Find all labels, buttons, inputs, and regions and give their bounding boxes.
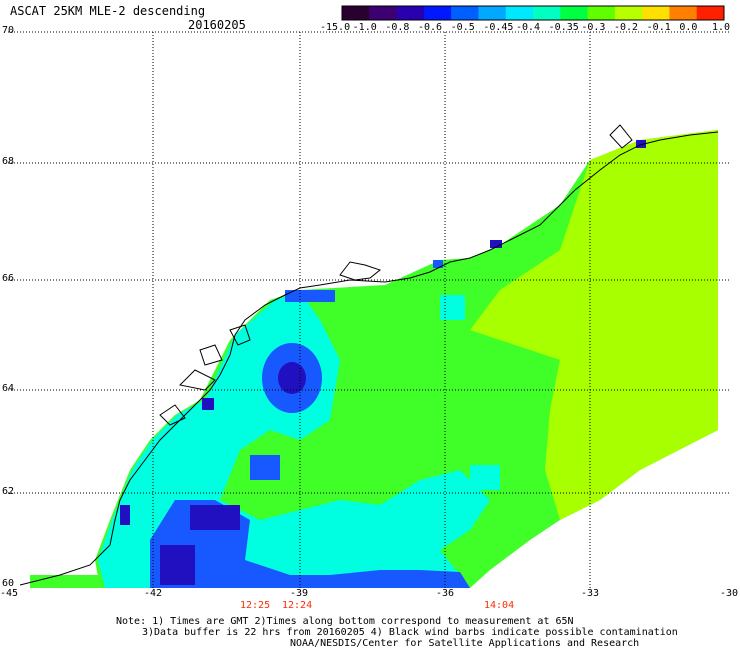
colorbar-label: -0.5 [450,22,475,33]
colorbar-label: 1.0 [712,22,731,33]
colorbar-label: -0.2 [614,22,639,33]
swath-blue-patch-3 [250,455,280,480]
lat-label: 66 [2,273,15,284]
swath-dark-patch-2 [160,545,195,585]
colorbar [341,5,725,21]
colorbar-swatch [669,6,698,20]
colorbar-swatch [451,6,479,20]
graticule [8,31,730,588]
lon-label: -45 [0,588,19,599]
colorbar-swatch [396,6,425,20]
time-label: 12:25 [240,600,271,611]
colorbar-swatch [478,6,507,20]
footer-note-2: 3)Data buffer is 22 hrs from 20160205 4)… [142,627,678,638]
colorbar-swatch [505,6,534,20]
lat-label: 70 [2,25,15,36]
map-title: ASCAT 25KM MLE-2 descending [10,4,206,18]
swath-dark-eddy [278,362,306,394]
time-label: 12:24 [282,600,313,611]
colorbar-border [341,5,725,21]
swath-dark-pixel-4 [120,505,130,525]
time-label: 14:04 [484,600,515,611]
swath-dark-pixel [202,398,214,410]
lon-label: -30 [720,588,739,599]
coastline-islands [159,124,633,426]
swath-cyan-patch-2 [470,465,500,490]
colorbar-swatch [369,6,398,20]
colorbar-label: -0.4 [516,22,541,33]
swath-lime [470,130,718,520]
lon-label: -39 [290,588,309,599]
colorbar-swatch [560,6,589,20]
swath-cyan-patch [440,295,465,320]
lon-label: -36 [436,588,455,599]
colorbar-swatch [642,6,670,20]
colorbar-label: 0.0 [679,22,698,33]
swath-layer [30,130,718,588]
colorbar-swatch [423,6,452,20]
lat-label: 62 [2,486,15,497]
lat-label: 68 [2,156,15,167]
colorbar-swatch [533,6,561,20]
lat-label: 60 [2,578,15,589]
swath-dark-patch [190,505,240,530]
swath-blue-patch-4 [285,290,335,302]
colorbar-label: -15.0 [320,22,351,33]
footer-note-1: Note: 1) Times are GMT 2)Times along bot… [116,616,574,627]
map-date: 20160205 [188,18,246,32]
lon-label: -42 [144,588,163,599]
footer-credit: NOAA/NESDIS/Center for Satellite Applica… [290,638,640,649]
colorbar-swatch [614,6,643,20]
colorbar-label: -0.8 [385,22,410,33]
colorbar-label: -1.0 [352,22,377,33]
colorbar-swatch [587,6,616,20]
colorbar-label: -0.35 [548,22,579,33]
swath-dark-pixel-2 [490,240,502,248]
lat-label: 64 [2,383,15,394]
colorbar-swatch [342,6,370,20]
swath-green-left [30,575,100,588]
swath-dark-pixel-3 [636,140,646,148]
colorbar-label: -0.1 [646,22,671,33]
colorbar-label: -0.6 [418,22,443,33]
coastline [19,131,719,586]
colorbar-label: -0.3 [581,22,606,33]
lon-label: -33 [581,588,600,599]
colorbar-swatch [696,6,725,20]
swath-blue-pixel [433,260,443,268]
colorbar-label: -0.45 [483,22,514,33]
